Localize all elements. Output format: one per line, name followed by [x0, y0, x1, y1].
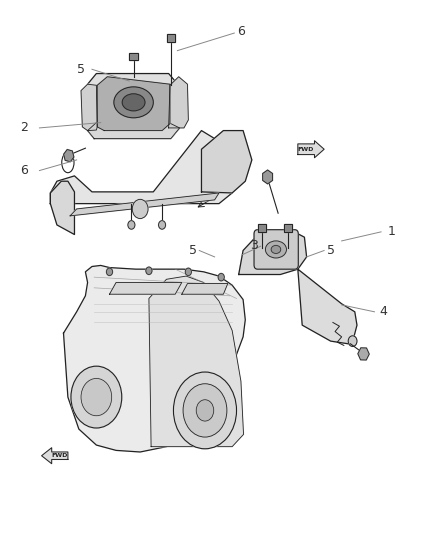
Circle shape — [196, 400, 214, 421]
Polygon shape — [298, 141, 324, 158]
Bar — [129, 53, 138, 60]
Circle shape — [132, 199, 148, 219]
Polygon shape — [182, 284, 228, 294]
Bar — [258, 224, 266, 232]
FancyBboxPatch shape — [254, 230, 298, 269]
Circle shape — [106, 268, 113, 276]
Bar — [129, 53, 138, 60]
Polygon shape — [97, 77, 170, 131]
Circle shape — [183, 384, 227, 437]
Polygon shape — [88, 74, 180, 139]
Circle shape — [218, 273, 224, 281]
Ellipse shape — [122, 94, 145, 111]
Text: 5: 5 — [77, 63, 85, 76]
Circle shape — [146, 267, 152, 274]
Polygon shape — [169, 77, 188, 128]
Text: 2: 2 — [20, 122, 28, 134]
Polygon shape — [50, 181, 74, 235]
Circle shape — [173, 372, 237, 449]
Ellipse shape — [265, 241, 286, 258]
Bar — [258, 224, 266, 232]
Text: 6: 6 — [20, 164, 28, 177]
Ellipse shape — [114, 87, 153, 118]
Bar — [284, 224, 292, 232]
Text: FWD: FWD — [51, 453, 68, 458]
Text: 6: 6 — [237, 26, 245, 38]
Polygon shape — [298, 269, 357, 344]
Polygon shape — [201, 131, 252, 193]
Circle shape — [348, 336, 357, 346]
Text: 3: 3 — [250, 239, 258, 252]
Text: 1: 1 — [388, 225, 396, 238]
Polygon shape — [81, 84, 97, 131]
Text: 5: 5 — [327, 244, 335, 257]
Bar — [284, 224, 292, 232]
Circle shape — [81, 378, 112, 416]
Polygon shape — [110, 282, 182, 294]
Polygon shape — [42, 448, 68, 464]
Circle shape — [185, 268, 191, 276]
Circle shape — [159, 221, 166, 229]
Polygon shape — [149, 276, 244, 447]
Text: 5: 5 — [189, 244, 197, 257]
Polygon shape — [50, 131, 232, 204]
Ellipse shape — [271, 245, 281, 253]
Polygon shape — [239, 229, 307, 274]
Circle shape — [71, 366, 122, 428]
Circle shape — [128, 221, 135, 229]
Polygon shape — [88, 123, 180, 139]
Text: 4: 4 — [379, 305, 387, 318]
Text: FWD: FWD — [297, 147, 314, 152]
Bar — [167, 34, 175, 42]
Bar — [167, 34, 175, 42]
Polygon shape — [70, 193, 219, 216]
Polygon shape — [64, 265, 245, 452]
